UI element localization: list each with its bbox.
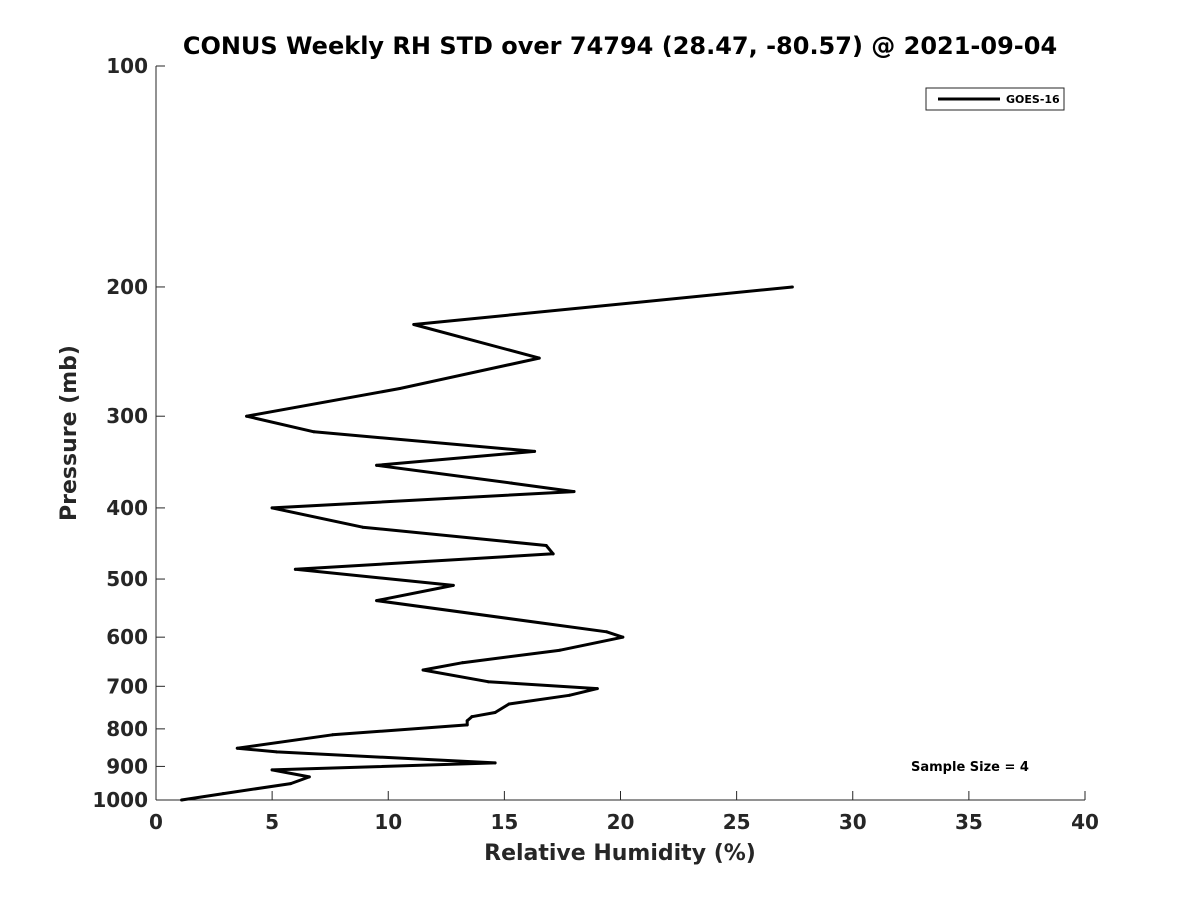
data-point <box>421 668 425 672</box>
data-point <box>361 525 365 529</box>
y-axis-ticks: 100 200 300 400 500 600 700 800 900 1000 <box>92 54 165 812</box>
y-tick-label: 500 <box>106 567 148 591</box>
data-point <box>507 702 511 706</box>
y-tick-label: 800 <box>106 717 148 741</box>
data-point <box>221 792 225 796</box>
y-tick-label: 200 <box>106 275 148 299</box>
data-point <box>235 746 239 750</box>
data-point <box>470 715 474 719</box>
data-point <box>180 798 184 802</box>
y-tick-label: 100 <box>106 54 148 78</box>
series-points <box>180 285 794 802</box>
data-point <box>375 463 379 467</box>
x-tick-label: 40 <box>1071 810 1099 834</box>
data-point <box>289 782 293 786</box>
x-tick-label: 25 <box>723 810 751 834</box>
data-point <box>307 775 311 779</box>
data-point <box>293 567 297 571</box>
x-tick-label: 35 <box>955 810 983 834</box>
y-tick-label: 700 <box>106 674 148 698</box>
data-point <box>245 414 249 418</box>
data-point <box>270 506 274 510</box>
sample-size-annotation: Sample Size = 4 <box>911 760 1029 775</box>
data-point <box>533 449 537 453</box>
data-point <box>605 630 609 634</box>
data-point <box>567 693 571 697</box>
x-tick-label: 10 <box>374 810 402 834</box>
data-point <box>595 687 599 691</box>
plot-background <box>156 66 1085 800</box>
data-point <box>558 648 562 652</box>
y-axis-label: Pressure (mb) <box>57 345 82 521</box>
y-tick-label: 300 <box>106 404 148 428</box>
data-point <box>275 750 279 754</box>
legend: GOES-16 <box>925 87 1065 111</box>
data-point <box>451 583 455 587</box>
y-tick-label: 1000 <box>92 788 148 812</box>
data-point <box>544 543 548 547</box>
data-point <box>493 711 497 715</box>
data-point <box>790 285 794 289</box>
data-point <box>486 680 490 684</box>
data-point <box>375 599 379 603</box>
data-point <box>621 635 625 639</box>
legend-label-goes-16: GOES-16 <box>1006 93 1060 106</box>
plot-area: 0 5 10 15 20 25 30 35 40 100 200 300 400 500 600 700 80… <box>92 54 1099 834</box>
data-point <box>465 719 469 723</box>
y-tick-label: 400 <box>106 496 148 520</box>
data-point <box>398 386 402 390</box>
data-point <box>312 430 316 434</box>
data-point <box>461 661 465 665</box>
data-point <box>331 733 335 737</box>
data-point <box>412 323 416 327</box>
chart-title: CONUS Weekly RH STD over 74794 (28.47, -… <box>183 32 1057 60</box>
x-tick-label: 20 <box>607 810 635 834</box>
data-point <box>551 552 555 556</box>
x-tick-label: 0 <box>149 810 163 834</box>
x-axis-label: Relative Humidity (%) <box>484 841 756 866</box>
x-tick-label: 5 <box>265 810 279 834</box>
data-point <box>537 356 541 360</box>
data-point <box>465 723 469 727</box>
data-point <box>572 490 576 494</box>
x-tick-label: 30 <box>839 810 867 834</box>
data-point <box>270 768 274 772</box>
data-point <box>509 481 513 485</box>
x-axis-ticks: 0 5 10 15 20 25 30 35 40 <box>149 791 1099 834</box>
x-tick-label: 15 <box>490 810 518 834</box>
y-tick-label: 600 <box>106 625 148 649</box>
y-tick-label: 900 <box>106 754 148 778</box>
data-point <box>493 761 497 765</box>
